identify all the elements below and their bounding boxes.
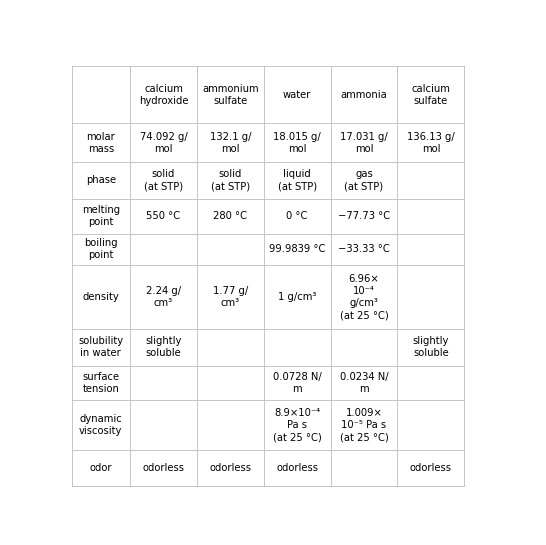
- Text: solid
(at STP): solid (at STP): [211, 169, 250, 191]
- Text: solid
(at STP): solid (at STP): [144, 169, 183, 191]
- Text: 6.96×
10⁻⁴
g/cm³
(at 25 °C): 6.96× 10⁻⁴ g/cm³ (at 25 °C): [340, 274, 388, 320]
- Text: 0 °C: 0 °C: [287, 211, 308, 221]
- Text: calcium
sulfate: calcium sulfate: [412, 84, 450, 106]
- Text: gas
(at STP): gas (at STP): [345, 169, 384, 191]
- Text: slightly
soluble: slightly soluble: [145, 336, 182, 359]
- Text: 136.13 g/
mol: 136.13 g/ mol: [407, 132, 455, 154]
- Text: surface
tension: surface tension: [82, 372, 120, 393]
- Text: 99.9839 °C: 99.9839 °C: [269, 244, 325, 255]
- Text: 0.0234 N/
m: 0.0234 N/ m: [340, 372, 388, 393]
- Text: melting
point: melting point: [82, 205, 120, 227]
- Text: 0.0728 N/
m: 0.0728 N/ m: [273, 372, 322, 393]
- Text: solubility
in water: solubility in water: [78, 336, 123, 359]
- Text: phase: phase: [86, 175, 116, 185]
- Text: 2.24 g/
cm³: 2.24 g/ cm³: [146, 286, 181, 308]
- Text: density: density: [82, 292, 119, 302]
- Text: slightly
soluble: slightly soluble: [413, 336, 449, 359]
- Text: 132.1 g/
mol: 132.1 g/ mol: [210, 132, 251, 154]
- Text: odorless: odorless: [276, 463, 318, 473]
- Text: 1.009×
10⁻⁵ Pa s
(at 25 °C): 1.009× 10⁻⁵ Pa s (at 25 °C): [340, 408, 388, 442]
- Text: odorless: odorless: [209, 463, 251, 473]
- Text: odorless: odorless: [410, 463, 452, 473]
- Text: ammonia: ammonia: [341, 90, 388, 100]
- Text: calcium
hydroxide: calcium hydroxide: [139, 84, 188, 106]
- Text: 74.092 g/
mol: 74.092 g/ mol: [140, 132, 187, 154]
- Text: water: water: [283, 90, 311, 100]
- Text: ammonium
sulfate: ammonium sulfate: [202, 84, 259, 106]
- Text: 1 g/cm³: 1 g/cm³: [278, 292, 316, 302]
- Text: odorless: odorless: [143, 463, 185, 473]
- Text: 8.9×10⁻⁴
Pa s
(at 25 °C): 8.9×10⁻⁴ Pa s (at 25 °C): [273, 408, 322, 442]
- Text: 550 °C: 550 °C: [146, 211, 181, 221]
- Text: odor: odor: [90, 463, 112, 473]
- Text: 280 °C: 280 °C: [213, 211, 247, 221]
- Text: −77.73 °C: −77.73 °C: [338, 211, 390, 221]
- Text: 1.77 g/
cm³: 1.77 g/ cm³: [213, 286, 248, 308]
- Text: −33.33 °C: −33.33 °C: [338, 244, 390, 255]
- Text: 17.031 g/
mol: 17.031 g/ mol: [340, 132, 388, 154]
- Text: boiling
point: boiling point: [84, 238, 117, 261]
- Text: 18.015 g/
mol: 18.015 g/ mol: [274, 132, 321, 154]
- Text: molar
mass: molar mass: [86, 132, 115, 154]
- Text: liquid
(at STP): liquid (at STP): [277, 169, 317, 191]
- Text: dynamic
viscosity: dynamic viscosity: [79, 414, 122, 436]
